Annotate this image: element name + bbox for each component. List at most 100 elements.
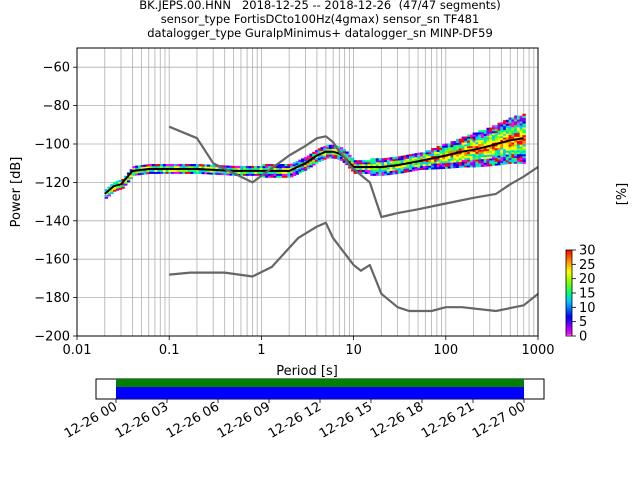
- histogram-cell: [511, 149, 515, 153]
- histogram-cell: [287, 171, 291, 174]
- histogram-cell: [320, 158, 324, 161]
- histogram-cell: [137, 165, 142, 168]
- histogram-cell: [519, 146, 524, 149]
- histogram-cell: [514, 146, 518, 149]
- histogram-cell: [522, 148, 526, 151]
- histogram-cell: [397, 158, 402, 161]
- histogram-cell: [406, 168, 410, 171]
- histogram-cell: [505, 160, 510, 163]
- histogram-cell: [342, 152, 346, 156]
- histogram-cell: [132, 167, 136, 171]
- histogram-cell: [420, 154, 424, 157]
- histogram-cell: [447, 147, 452, 150]
- histogram-cell: [361, 164, 366, 167]
- histogram-cell: [248, 165, 252, 169]
- histogram-cell: [500, 130, 504, 133]
- histogram-cell: [453, 156, 457, 159]
- histogram-cell: [375, 167, 380, 171]
- histogram-cell: [334, 152, 338, 156]
- histogram-cell: [226, 171, 230, 174]
- histogram-cell: [491, 127, 496, 130]
- histogram-cell: [486, 150, 490, 153]
- histogram-cell: [126, 176, 131, 179]
- histogram-cell: [265, 173, 269, 176]
- histogram-cell: [475, 151, 479, 154]
- histogram-cell: [522, 144, 526, 147]
- histogram-cell: [165, 165, 169, 169]
- histogram-cell: [442, 164, 446, 168]
- histogram-cell: [511, 151, 515, 155]
- histogram-cell: [439, 151, 443, 154]
- histogram-cell: [433, 163, 438, 166]
- histogram-cell: [364, 171, 369, 174]
- histogram-cell: [447, 162, 452, 165]
- histogram-cell: [433, 167, 438, 170]
- histogram-cell: [162, 169, 167, 172]
- histogram-cell: [151, 165, 156, 169]
- histogram-cell: [146, 171, 150, 175]
- histogram-cell: [458, 140, 463, 143]
- histogram-cell: [317, 152, 322, 155]
- histogram-cell: [458, 154, 463, 157]
- histogram-cell: [215, 170, 219, 173]
- histogram-cell: [522, 127, 526, 130]
- histogram-cell: [356, 160, 360, 163]
- histogram-cell: [467, 155, 471, 158]
- histogram-cell: [331, 154, 335, 157]
- histogram-cell: [386, 161, 391, 164]
- histogram-cell: [480, 130, 485, 133]
- histogram-cell: [118, 181, 122, 185]
- histogram-cell: [113, 187, 117, 190]
- histogram-cell: [234, 171, 239, 174]
- histogram-cell: [245, 173, 250, 176]
- histogram-cell: [511, 123, 515, 126]
- histogram-cell: [458, 157, 463, 161]
- histogram-cell: [378, 167, 382, 171]
- histogram-cell: [500, 122, 504, 125]
- x-tick-label: 0.1: [159, 343, 180, 358]
- histogram-cell: [110, 188, 114, 191]
- histogram-cell: [516, 152, 521, 155]
- histogram-cell: [215, 166, 219, 170]
- histogram-cell: [508, 125, 512, 128]
- histogram-cell: [433, 159, 438, 162]
- histogram-cell: [516, 161, 521, 164]
- colorbar-tick-label: 5: [579, 315, 587, 330]
- timeline-segment-bar-green: [116, 379, 524, 387]
- histogram-cell: [503, 125, 507, 129]
- histogram-cell: [428, 163, 432, 166]
- histogram-cell: [475, 161, 479, 164]
- histogram-cell: [472, 155, 476, 158]
- histogram-cell: [254, 167, 258, 171]
- histogram-cell: [439, 161, 443, 164]
- histogram-cell: [516, 125, 521, 128]
- histogram-cell: [290, 167, 294, 170]
- histogram-cell: [160, 164, 164, 167]
- histogram-cell: [489, 140, 493, 144]
- histogram-cell: [439, 166, 443, 170]
- histogram-cell: [162, 165, 167, 169]
- histogram-cell: [326, 154, 330, 157]
- histogram-cell: [356, 169, 360, 172]
- histogram-cell: [317, 157, 322, 161]
- histogram-cell: [298, 171, 302, 174]
- histogram-cell: [314, 157, 319, 160]
- histogram-cell: [456, 161, 460, 165]
- histogram-cell: [301, 160, 305, 163]
- histogram-cell: [187, 171, 192, 174]
- histogram-cell: [234, 167, 239, 171]
- histogram-cell: [503, 133, 507, 136]
- histogram-cell: [491, 148, 496, 151]
- histogram-cell: [378, 164, 382, 167]
- histogram-cell: [348, 166, 352, 169]
- histogram-cell: [516, 159, 521, 162]
- histogram-cell: [522, 155, 526, 159]
- histogram-cell: [320, 149, 324, 152]
- histogram-cell: [132, 166, 136, 169]
- histogram-cell: [472, 146, 476, 149]
- histogram-cell: [442, 143, 446, 146]
- histogram-cell: [519, 117, 524, 120]
- histogram-cell: [483, 151, 488, 154]
- histogram-cell: [428, 159, 432, 162]
- histogram-cell: [182, 164, 186, 167]
